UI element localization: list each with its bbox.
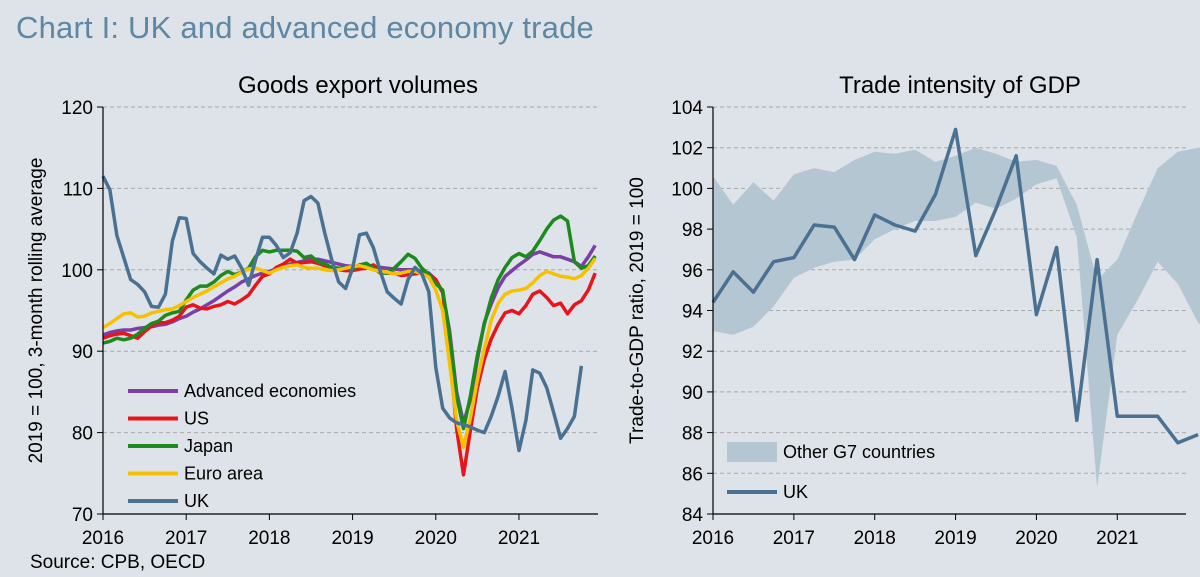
y-tick-label: 104 (671, 98, 703, 119)
y-tick-label: 102 (671, 139, 703, 160)
legend-label: Advanced economies (184, 381, 356, 401)
y-tick-label: 90 (682, 383, 703, 404)
series-line-uk (101, 175, 584, 453)
panel-goods-export-volumes: 70 80 90 100 110 120 2016 2017 2018 2019 2020 2021 G… (26, 72, 598, 549)
y-tick-label: 80 (72, 424, 93, 445)
legend-label: Euro area (184, 464, 264, 484)
panel-trade-intensity: 84 86 88 90 92 94 96 98 100 102 104 2016 2017 2018 201… (627, 72, 1200, 549)
y-tick-label: 96 (682, 261, 703, 282)
x-tick-label: 2021 (1096, 528, 1138, 549)
y-tick-label: 70 (72, 505, 93, 526)
y-tick-label: 94 (682, 302, 704, 323)
source-note: Source: CPB, OECD (30, 552, 206, 573)
y-tick-label: 90 (72, 342, 93, 363)
y-tick-label: 110 (63, 179, 93, 200)
x-tick-label: 2020 (415, 528, 457, 549)
y-tick-label: 88 (682, 424, 703, 445)
x-tick-label: 2018 (854, 528, 896, 549)
x-tick-label: 2020 (1015, 528, 1057, 549)
y-axis-label: 2019 = 100, 3-month rolling average (26, 158, 47, 464)
x-tick-label: 2016 (82, 528, 124, 549)
y-tick-label: 98 (682, 220, 703, 241)
panel-title: Goods export volumes (238, 72, 478, 99)
y-axis-label: Trade-to-GDP ratio, 2019 = 100 (627, 177, 648, 444)
x-tick-label: 2019 (934, 528, 976, 549)
band-other-g7-countries (713, 147, 1200, 488)
y-tick-label: 84 (682, 505, 704, 526)
legend-label: Other G7 countries (783, 442, 935, 462)
x-tick-label: 2017 (773, 528, 815, 549)
x-tick-label: 2019 (331, 528, 373, 549)
legend-label: Japan (184, 436, 233, 456)
y-tick-label: 100 (61, 261, 93, 282)
x-tick-label: 2016 (692, 528, 734, 549)
legend-swatch-band (727, 442, 777, 462)
y-tick-label: 100 (671, 179, 703, 200)
legend-label: UK (783, 482, 808, 502)
legend-label: US (184, 409, 209, 429)
y-tick-label: 120 (61, 98, 93, 119)
series-line-us (102, 257, 597, 477)
chart-title: Chart I: UK and advanced economy trade (16, 10, 594, 45)
panel-title: Trade intensity of GDP (839, 72, 1081, 99)
y-tick-label: 86 (682, 464, 703, 485)
x-tick-label: 2021 (498, 528, 540, 549)
x-tick-label: 2018 (248, 528, 290, 549)
y-tick-label: 92 (682, 342, 703, 363)
x-tick-label: 2017 (165, 528, 207, 549)
series-line-uk (711, 127, 1199, 445)
series-line-euro-area (102, 257, 597, 450)
legend-label: UK (184, 491, 209, 511)
